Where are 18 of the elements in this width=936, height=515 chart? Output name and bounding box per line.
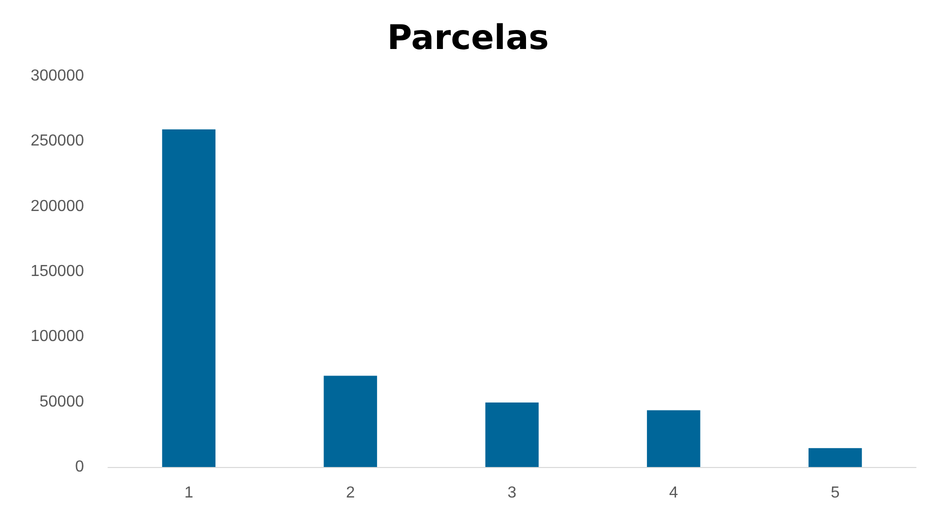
bar <box>324 376 378 467</box>
y-tick-label: 200000 <box>30 198 84 215</box>
y-tick-label: 100000 <box>30 328 84 346</box>
y-tick-label: 150000 <box>30 263 84 280</box>
y-tick-label: 0 <box>75 458 84 476</box>
bar <box>162 129 216 467</box>
x-tick-label: 5 <box>830 484 840 502</box>
bar <box>646 410 700 467</box>
bar <box>485 402 539 467</box>
y-tick-label: 250000 <box>30 132 84 150</box>
chart-title: Parcelas <box>387 18 549 58</box>
x-tick-label: 2 <box>346 484 355 502</box>
x-tick-label: 1 <box>184 484 194 502</box>
y-tick-label: 300000 <box>30 68 84 84</box>
x-tick-label: 4 <box>669 484 678 502</box>
y-tick-label: 50000 <box>40 393 84 410</box>
bar <box>808 448 862 467</box>
x-tick-label: 3 <box>508 484 517 502</box>
